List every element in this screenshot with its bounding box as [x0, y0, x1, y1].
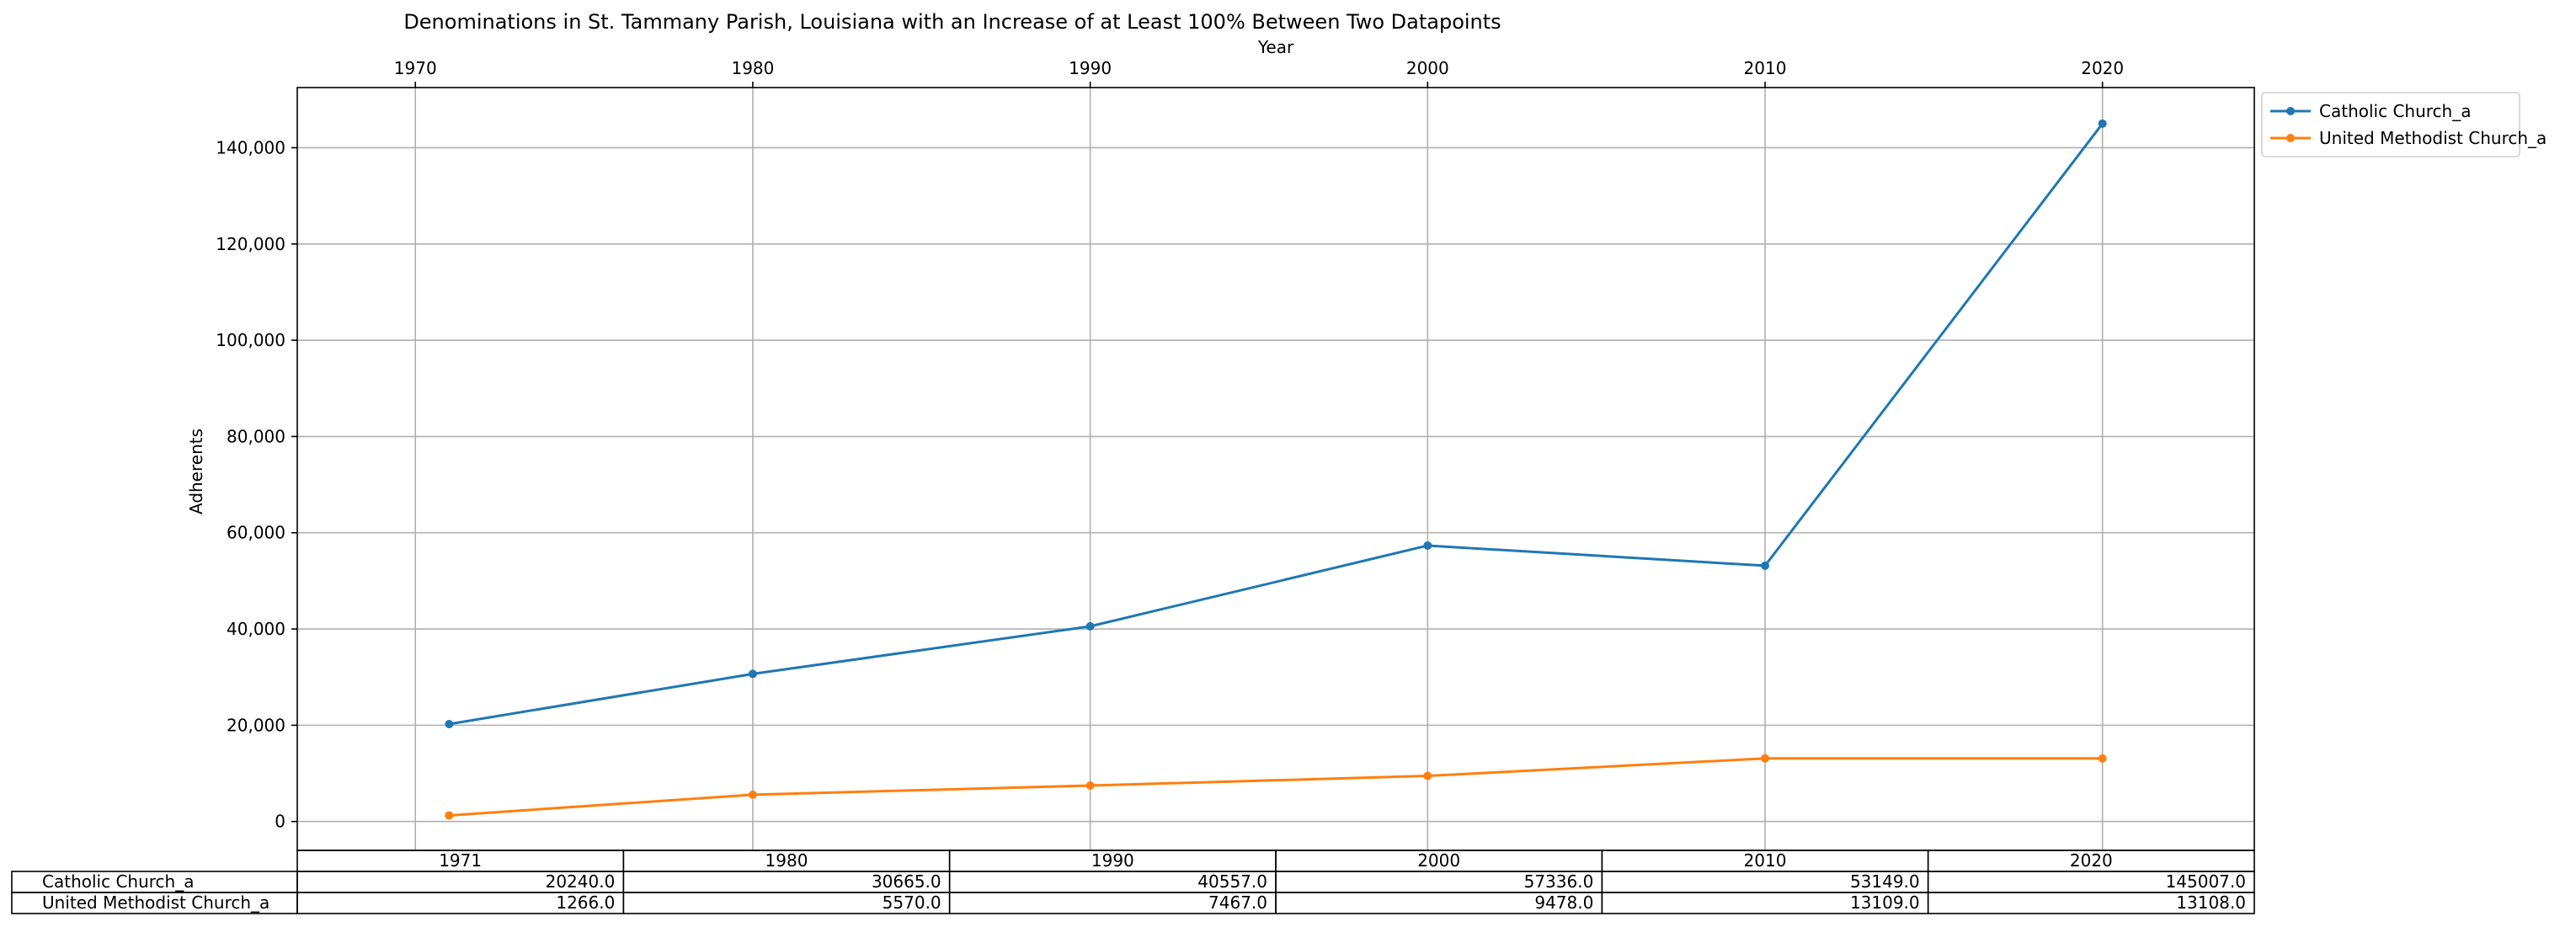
y-tick-label: 140,000: [216, 137, 285, 157]
y-axis-title: Adherents: [186, 429, 206, 514]
data-point: [2098, 754, 2107, 763]
legend-box: [2261, 92, 2520, 157]
data-point: [748, 790, 757, 799]
x-tick-label: 1980: [731, 58, 774, 78]
series-line-0: [449, 122, 2104, 726]
table-cell-value: 9478.0: [1534, 892, 1593, 913]
legend-label: United Methodist Church_a: [2319, 128, 2547, 148]
table-cell-value: 5570.0: [883, 892, 941, 913]
data-point: [445, 720, 454, 729]
data-point: [1761, 754, 1769, 763]
table-cell-value: 57336.0: [1524, 871, 1594, 892]
grid: [297, 88, 2254, 850]
series-lines: [445, 119, 2107, 820]
table-row-label: Catholic Church_a: [42, 871, 194, 892]
table-cell-value: 20240.0: [546, 871, 616, 892]
table-row-label: United Methodist Church_a: [42, 892, 269, 913]
table-cell-value: 7467.0: [1208, 892, 1267, 913]
table-cell-value: 30665.0: [872, 871, 941, 892]
y-tick-label: 20,000: [227, 715, 285, 735]
plot-frame: [296, 87, 2255, 851]
table-cell-value: 13109.0: [1850, 892, 1920, 913]
y-tick-label: 60,000: [227, 523, 285, 543]
x-tick-label: 1990: [1069, 58, 1112, 78]
table-cell-value: 40557.0: [1197, 871, 1267, 892]
legend-marker: [2286, 107, 2295, 115]
table-cell-value: 13108.0: [2176, 892, 2246, 913]
data-table: 1971 1980 1990 2000 2010 2020 Catholic Church_…: [11, 850, 2255, 914]
table-cell-value: 53149.0: [1850, 871, 1920, 892]
y-tick-label: 80,000: [227, 426, 285, 446]
data-point: [2098, 119, 2107, 128]
table-header-label: 2020: [2070, 850, 2113, 871]
data-point: [1085, 781, 1095, 791]
y-tick-label: 0: [275, 812, 285, 832]
y-tick-label: 120,000: [216, 234, 285, 254]
data-point: [1423, 541, 1432, 550]
data-point: [445, 811, 454, 820]
data-point: [748, 669, 757, 679]
table-header-label: 2000: [1417, 850, 1460, 871]
x-axis-title: Year: [1257, 37, 1294, 57]
legend-marker: [2286, 134, 2295, 142]
table-header-label: 1980: [765, 850, 808, 871]
y-tick-label: 100,000: [216, 330, 285, 350]
axes: 1970 1980 1990 2000 2010 2020 0 20,000 40,000 60,…: [216, 58, 2255, 851]
table-cell: [1927, 892, 2255, 914]
table-header-label: 1990: [1091, 850, 1134, 871]
table-header-label: 1971: [439, 850, 482, 871]
table-cell-value: 1266.0: [556, 892, 615, 913]
x-tick-label: 2020: [2081, 58, 2124, 78]
legend-label: Catholic Church_a: [2319, 101, 2471, 121]
series-line-1: [449, 757, 2103, 817]
data-point: [1761, 561, 1769, 570]
x-tick-label: 2010: [1744, 58, 1787, 78]
table-header-label: 2010: [1744, 850, 1787, 871]
chart-title: Denominations in St. Tammany Parish, Lou…: [403, 10, 1501, 34]
table-cell-value: 145007.0: [2166, 871, 2246, 892]
x-tick-label: 2000: [1406, 58, 1449, 78]
x-tick-label: 1970: [394, 58, 437, 78]
y-tick-label: 40,000: [227, 619, 285, 639]
data-point: [1085, 621, 1095, 631]
legend: Catholic Church_a United Methodist Church…: [2261, 92, 2547, 157]
data-point: [1423, 771, 1432, 780]
